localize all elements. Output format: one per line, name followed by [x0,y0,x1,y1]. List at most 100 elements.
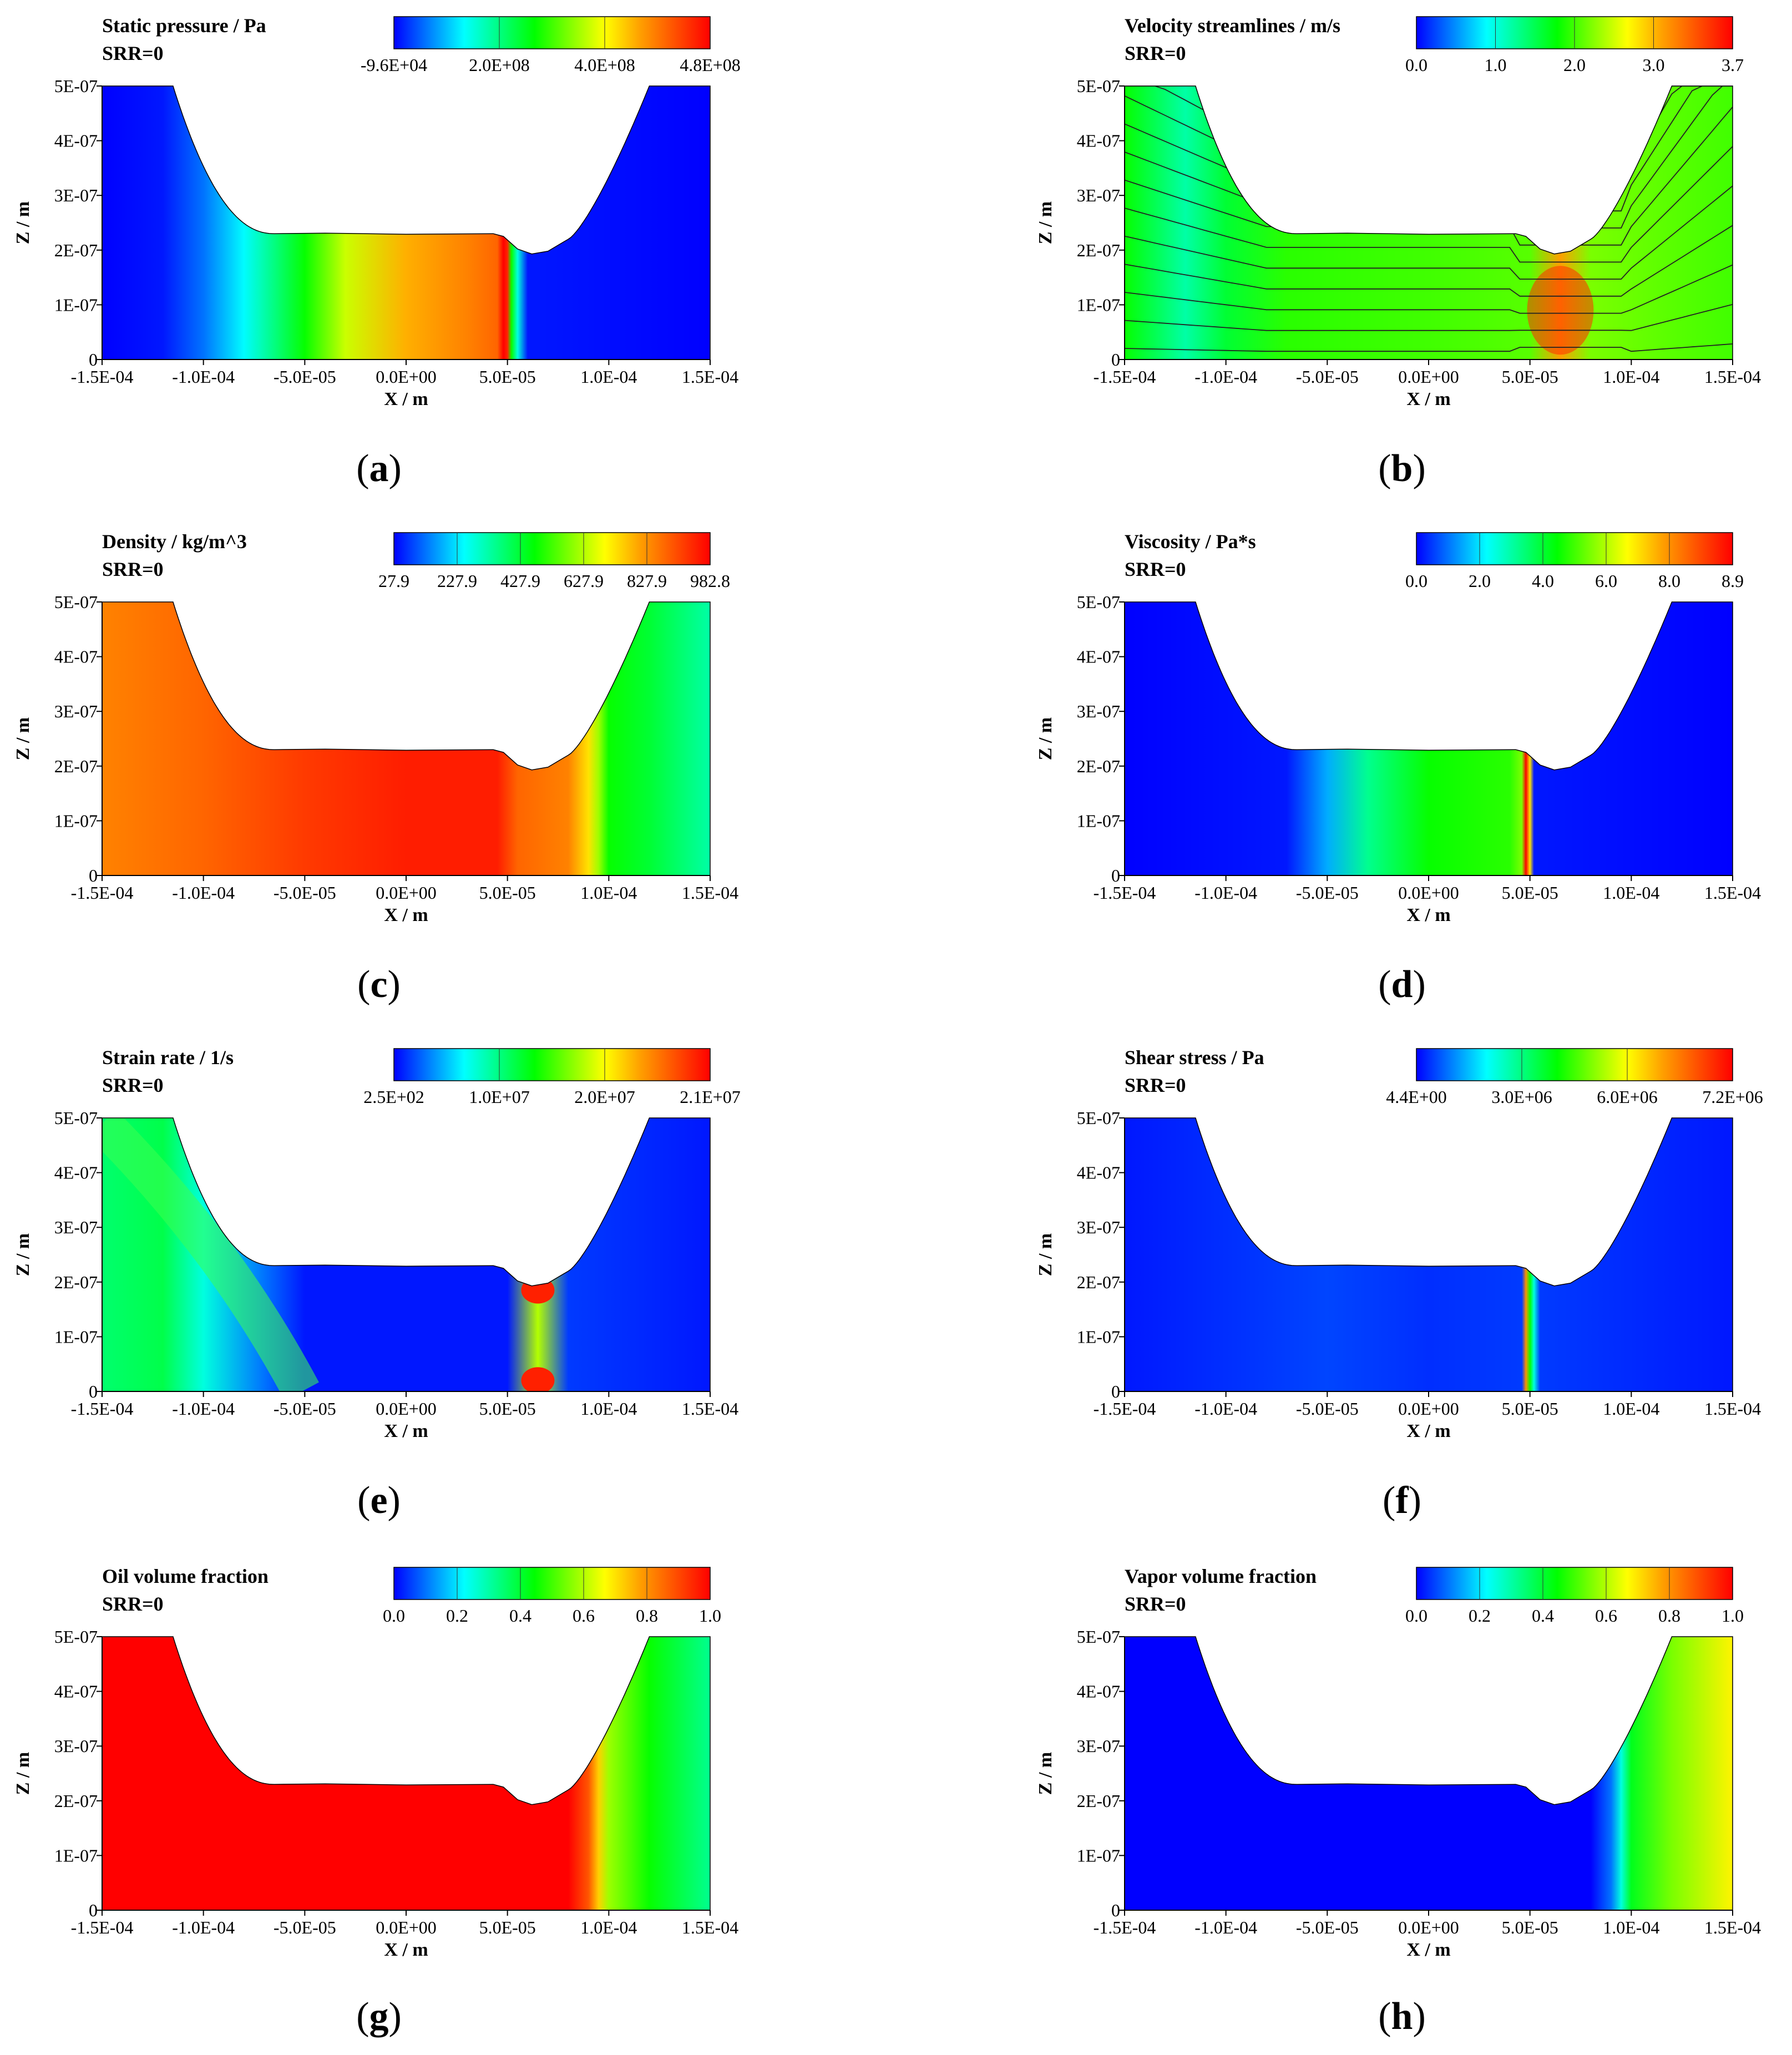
x-axis-label: X / m [1406,389,1450,409]
chart-subtitle: SRR=0 [1125,42,1186,64]
chart-title: Viscosity / Pa*s [1125,530,1256,553]
y-tick-label: 1E-07 [1077,1845,1120,1865]
y-axis-label: Z / m [1035,1233,1056,1276]
panel-d: Viscosity / Pa*s SRR=0 0.0 2.0 4.0 6.0 8.0 8.9 -… [1022,516,1788,938]
y-tick-label: 5E-07 [54,1627,98,1647]
contour-field [1125,86,1733,360]
y-tick-label: 2E-07 [1077,1272,1120,1292]
x-tick-label: -1.5E-04 [71,1917,134,1937]
x-tick-label: 1.0E-04 [580,1399,637,1419]
x-tick-label: -1.5E-04 [71,367,134,387]
y-tick-label: 1E-07 [1077,1327,1120,1347]
contour-field [102,1637,710,1910]
x-tick-label: -5.0E-05 [1296,1399,1359,1419]
domain-boundary [1124,1636,1733,1911]
x-tick-label: 0.0E+00 [1398,1399,1459,1419]
colorbar-label: 627.9 [564,571,604,591]
x-tick-label: -5.0E-05 [274,1917,336,1937]
y-tick-label: 4E-07 [54,1682,98,1702]
x-tick-label: 0.0E+00 [376,883,437,903]
chart-f: Shear stress / Pa SRR=0 4.4E+00 3.0E+06 6.0E… [1035,1046,1763,1441]
domain-boundary [102,1117,711,1392]
y-tick-label: 0 [89,865,98,885]
x-tick-label: 1.0E-04 [580,367,637,387]
domain-boundary [1124,1117,1733,1392]
colorbar-label: 3.0 [1643,55,1665,75]
colorbar-label: 0.2 [1469,1606,1491,1626]
colorbar-label: 4.4E+00 [1386,1087,1447,1107]
colorbar-label: 982.8 [690,571,730,591]
y-tick-label: 4E-07 [54,1163,98,1183]
x-tick-label: -1.5E-04 [1094,883,1156,903]
colorbar [393,16,711,49]
colorbar-label: 0.8 [636,1606,658,1626]
colorbar-label: 4.8E+08 [680,55,741,75]
domain-boundary [1124,85,1733,360]
colorbar-label: 0.6 [1595,1606,1617,1626]
chart-a: Static pressure / Pa SRR=0 -9.6E+04 2.0E+08… [13,14,741,409]
streamline [1125,225,1733,297]
x-tick-label: -5.0E-05 [274,883,336,903]
y-tick-label: 4E-07 [1077,647,1120,667]
y-tick-label: 0 [1111,865,1120,885]
panel-caption: (f) [1383,1479,1421,1522]
x-tick-label: 5.0E-05 [479,1399,536,1419]
strain-band [102,1118,319,1391]
x-tick-label: 1.0E-04 [1603,1917,1659,1937]
panel-c: Density / kg/m^3 SRR=0 27.9 227.9 427.9 627.9… [0,516,766,938]
x-tick-label: 1.0E-04 [580,883,637,903]
colorbar-label: 2.0E+08 [469,55,530,75]
colorbar-label: 0.0 [1405,1606,1427,1626]
panel-caption: (b) [1378,447,1426,490]
colorbar-label: 0.0 [383,1606,405,1626]
x-tick-label: 5.0E-05 [1502,1917,1558,1937]
colorbar-label: 8.0 [1658,571,1680,591]
y-tick-label: 0 [89,1381,98,1401]
y-tick-label: 3E-07 [54,185,98,205]
y-tick-label: 2E-07 [54,240,98,260]
y-tick-label: 5E-07 [1077,1108,1120,1128]
panel-caption: (c) [357,963,401,1006]
colorbar-label: 1.0E+07 [469,1087,530,1107]
x-tick-label: 1.5E-04 [682,1917,738,1937]
x-tick-label: 0.0E+00 [1398,367,1459,387]
y-axis-label: Z / m [13,1752,33,1795]
y-tick-label: 2E-07 [1077,240,1120,260]
colorbar-label: 4.0 [1532,571,1554,591]
y-tick-label: 4E-07 [1077,131,1120,151]
chart-title: Density / kg/m^3 [102,530,247,553]
x-tick-label: 1.0E-04 [1603,1399,1659,1419]
x-tick-label: -1.5E-04 [1094,367,1156,387]
x-tick-label: 0.0E+00 [1398,1917,1459,1937]
chart-e: Strain rate / 1/s SRR=0 2.5E+02 1.0E+07 2.0E… [13,1046,741,1441]
x-tick-label: 1.0E-04 [1603,883,1659,903]
colorbar [393,532,711,565]
x-tick-label: 1.5E-04 [682,883,738,903]
colorbar-label: 6.0E+06 [1597,1087,1658,1107]
y-tick-label: 2E-07 [54,1791,98,1811]
y-tick-label: 1E-07 [54,811,98,831]
y-tick-label: 3E-07 [54,1736,98,1756]
x-tick-label: 1.5E-04 [682,1399,738,1419]
colorbar-label: 827.9 [627,571,667,591]
y-tick-label: 2E-07 [1077,1791,1120,1811]
colorbar-label: 0.4 [1532,1606,1554,1626]
x-tick-label: 1.0E-04 [580,1917,637,1937]
x-tick-label: -5.0E-05 [1296,883,1359,903]
panel-h: Vapor volume fraction SRR=0 0.0 0.2 0.4 0.6 0.… [1022,1551,1788,1972]
y-tick-label: 1E-07 [1077,295,1120,315]
colorbar-label: 0.2 [446,1606,468,1626]
y-tick-label: 5E-07 [54,1108,98,1128]
domain-boundary [1124,601,1733,876]
panel-a: Static pressure / Pa SRR=0 -9.6E+04 2.0E+08… [0,0,766,422]
panel-caption: (h) [1378,1995,1426,2038]
y-tick-label: 2E-07 [1077,756,1120,776]
colorbar-label: 0.0 [1405,55,1427,75]
x-axis-label: X / m [384,905,428,925]
x-tick-label: -1.5E-04 [71,883,134,903]
x-tick-label: 5.0E-05 [1502,883,1558,903]
x-tick-label: 1.5E-04 [1704,1399,1761,1419]
panel-caption: (e) [357,1479,401,1522]
y-tick-label: 1E-07 [54,295,98,315]
chart-subtitle: SRR=0 [102,558,164,580]
